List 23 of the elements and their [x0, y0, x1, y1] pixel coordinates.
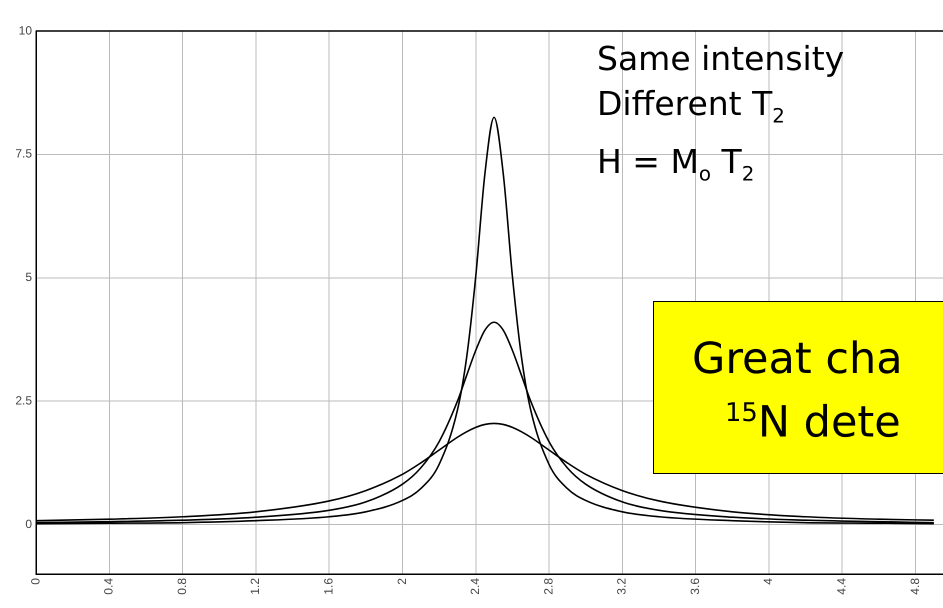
y-tick-label: 10: [18, 23, 32, 38]
y-tick-label: 0: [25, 516, 32, 531]
x-tick-label: 1.6: [321, 578, 336, 595]
x-tick-label: 0.8: [174, 578, 189, 595]
annotation: H = M$_{o}$ T$_{2}$: [597, 140, 756, 188]
annotation: $^{15}$N dete: [725, 396, 901, 450]
x-tick-label: 4.4: [834, 578, 849, 595]
x-tick-label: 4: [761, 578, 776, 585]
x-tick-label: 3.2: [614, 578, 629, 595]
note-box: Great cha $^{15}$N dete: [653, 301, 943, 474]
annotation: Great cha: [692, 333, 903, 386]
x-tick-label: 1.2: [248, 578, 262, 595]
x-tick-label: 2: [394, 578, 409, 585]
annotation: Different T$_{2}$: [597, 83, 786, 130]
x-tick-label: 4.8: [908, 578, 922, 595]
x-tick-label: 2.8: [541, 578, 556, 595]
annotation: Same intensity: [597, 38, 844, 80]
x-tick-label: 2.4: [468, 578, 482, 595]
y-tick-label: 2.5: [15, 394, 32, 408]
x-tick-label: 0.4: [102, 578, 116, 595]
x-tick-label: 3.6: [688, 578, 702, 595]
y-tick-label: 7.5: [15, 146, 32, 161]
y-tick-label: 5: [25, 270, 32, 284]
